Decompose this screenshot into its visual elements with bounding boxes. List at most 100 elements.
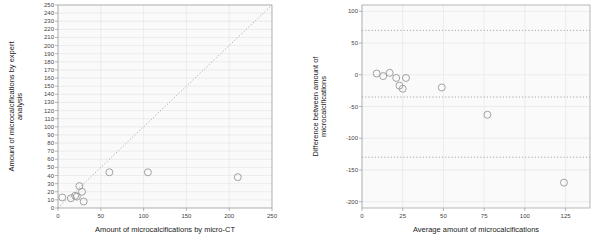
tick-label: 220: [44, 26, 55, 32]
tick-mark: [143, 208, 144, 211]
figure: 0501001502002500102030405060708090100110…: [0, 0, 600, 245]
grid-line: [100, 5, 101, 208]
grid: [362, 5, 590, 208]
tick-mark: [359, 43, 362, 44]
grid-line: [362, 106, 590, 107]
scatter-point: [373, 70, 380, 77]
tick-label: 25: [399, 213, 406, 219]
grid-line: [143, 5, 144, 208]
tick-mark: [359, 138, 362, 139]
tick-label: -50: [349, 104, 358, 110]
scatter-point: [78, 188, 85, 195]
horizontal-line: [362, 30, 590, 31]
axis-frame: [362, 5, 590, 208]
grid-line: [58, 183, 272, 184]
data-layer: [362, 30, 590, 186]
grid-line: [362, 201, 590, 202]
tick-label: 200: [44, 43, 55, 49]
scatter-point: [399, 85, 406, 92]
scatter-point: [386, 69, 393, 76]
reference-line: [58, 5, 272, 208]
horizontal-line: [362, 96, 590, 97]
grid-line: [58, 29, 272, 30]
y-axis-label-line: microcalcifications: [319, 76, 328, 137]
tick-mark: [402, 208, 403, 211]
tick-label: 10: [47, 197, 54, 203]
tick-mark: [100, 208, 101, 211]
grid-line: [229, 5, 230, 208]
tick-label: 150: [44, 83, 55, 89]
tick-label: 40: [47, 173, 54, 179]
tick-mark: [55, 21, 58, 22]
tick-label: 230: [44, 18, 55, 24]
tick-mark: [359, 11, 362, 12]
grid-line: [58, 175, 272, 176]
tick-label: 50: [351, 40, 358, 46]
tick-label: 50: [97, 213, 104, 219]
tick-label: 180: [44, 59, 55, 65]
tick-mark: [55, 191, 58, 192]
scatter-point: [380, 73, 387, 80]
tick-label: 80: [47, 140, 54, 146]
tick-label: 170: [44, 67, 55, 73]
tick-mark: [359, 201, 362, 202]
scatter-point: [560, 179, 567, 186]
tick-label: 200: [224, 213, 235, 219]
tick-label: 50: [47, 164, 54, 170]
tick-mark: [55, 53, 58, 54]
tick-label: 0: [56, 213, 60, 219]
grid-line: [58, 94, 272, 95]
x-axis-label: Amount of microcalcifications by micro-C…: [95, 225, 235, 234]
data-layer: [58, 5, 272, 208]
grid-line: [58, 199, 272, 200]
tick-label: 70: [47, 148, 54, 154]
grid-line: [58, 110, 272, 111]
tick-label: 190: [44, 51, 55, 57]
grid-line: [58, 37, 272, 38]
scatter-point: [438, 84, 445, 91]
horizontal-line: [362, 157, 590, 158]
scatter-point: [402, 74, 409, 81]
tick-label: 120: [44, 108, 55, 114]
scatter-point: [106, 169, 113, 176]
tick-mark: [484, 208, 485, 211]
tick-mark: [55, 118, 58, 119]
grid-line: [362, 169, 590, 170]
tick-label: 30: [47, 181, 54, 187]
tick-mark: [55, 78, 58, 79]
tick-mark: [55, 13, 58, 14]
scatter-point: [59, 194, 66, 201]
grid-line: [58, 167, 272, 168]
grid-line: [58, 86, 272, 87]
tick-mark: [55, 143, 58, 144]
tick-mark: [186, 208, 187, 211]
tick-mark: [55, 29, 58, 30]
tick-label: 60: [47, 156, 54, 162]
grid-line: [58, 69, 272, 70]
tick-mark: [55, 110, 58, 111]
tick-label: -100: [346, 135, 359, 141]
tick-label: 0: [355, 72, 359, 78]
tick-label: 75: [481, 213, 488, 219]
grid-line: [58, 21, 272, 22]
x-axis-label: Average amount of microcalcifications: [413, 225, 539, 234]
tick-label: 100: [44, 124, 55, 130]
grid-line: [186, 5, 187, 208]
tick-mark: [443, 208, 444, 211]
tick-mark: [524, 208, 525, 211]
tick-mark: [359, 169, 362, 170]
scatter-point: [144, 169, 151, 176]
grid-line: [58, 134, 272, 135]
tick-mark: [58, 208, 59, 211]
grid-line: [58, 118, 272, 119]
tick-label: 150: [181, 213, 192, 219]
tick-mark: [55, 199, 58, 200]
scatter-point: [80, 198, 87, 205]
chart-panel: 0255075100125-200-150-100-50050100Averag…: [311, 5, 590, 234]
tick-mark: [55, 61, 58, 62]
tick-mark: [55, 102, 58, 103]
grid-line: [58, 151, 272, 152]
grid-line: [58, 159, 272, 160]
grid-line: [58, 78, 272, 79]
scatter-point: [484, 111, 491, 118]
